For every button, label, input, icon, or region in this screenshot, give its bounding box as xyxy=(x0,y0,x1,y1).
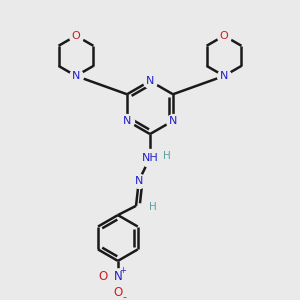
Text: N: N xyxy=(169,116,177,126)
Text: NH: NH xyxy=(142,153,158,163)
Text: H: H xyxy=(149,202,157,212)
Text: O: O xyxy=(113,286,122,299)
Text: N: N xyxy=(123,116,131,126)
Text: N: N xyxy=(135,176,143,186)
Text: +: + xyxy=(119,266,126,274)
Text: N: N xyxy=(113,270,122,283)
Text: N: N xyxy=(220,71,228,81)
Text: H: H xyxy=(164,151,171,160)
Text: O: O xyxy=(220,31,228,41)
Text: N: N xyxy=(72,71,80,81)
Text: O: O xyxy=(98,270,107,283)
Text: O: O xyxy=(72,31,80,41)
Text: -: - xyxy=(122,292,126,300)
Text: N: N xyxy=(146,76,154,86)
